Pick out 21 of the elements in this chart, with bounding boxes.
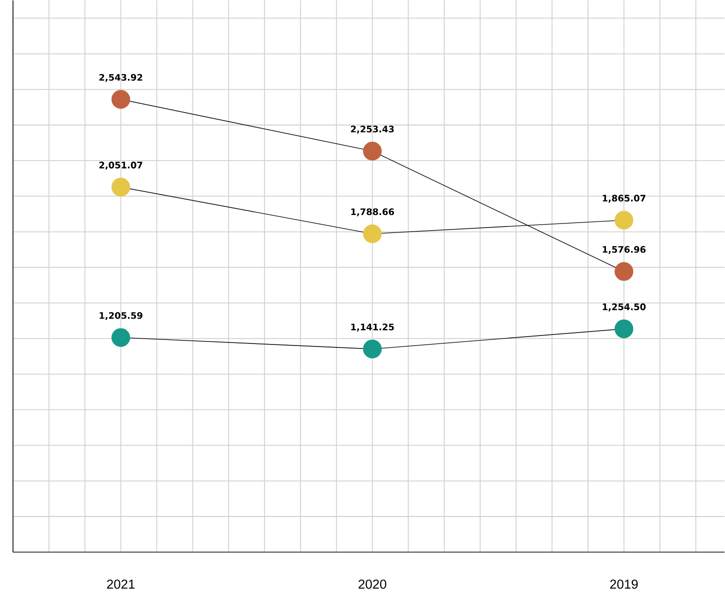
data-label: 1,141.25	[351, 324, 394, 332]
data-label: 2,253.43	[350, 126, 394, 134]
point	[614, 262, 634, 281]
data-label: 1,576.96	[602, 246, 646, 254]
data-label: 1,205.59	[100, 312, 142, 320]
data-label: 1,788.66	[351, 208, 394, 216]
point	[363, 142, 382, 160]
data-label: 2,543.92	[99, 74, 142, 82]
point	[111, 328, 130, 347]
x-tick-label: 2019	[610, 580, 638, 589]
point	[363, 224, 382, 244]
point	[614, 210, 634, 230]
data-label: 1,865.07	[602, 194, 646, 203]
data-label: 2,051.07	[99, 162, 142, 170]
point	[111, 90, 130, 109]
data-label: 1,254.50	[602, 303, 646, 312]
point	[111, 178, 130, 196]
point	[363, 340, 382, 358]
point	[614, 319, 634, 338]
x-tick-label: 2020	[358, 580, 386, 589]
x-tick-label: 2021	[107, 580, 135, 589]
